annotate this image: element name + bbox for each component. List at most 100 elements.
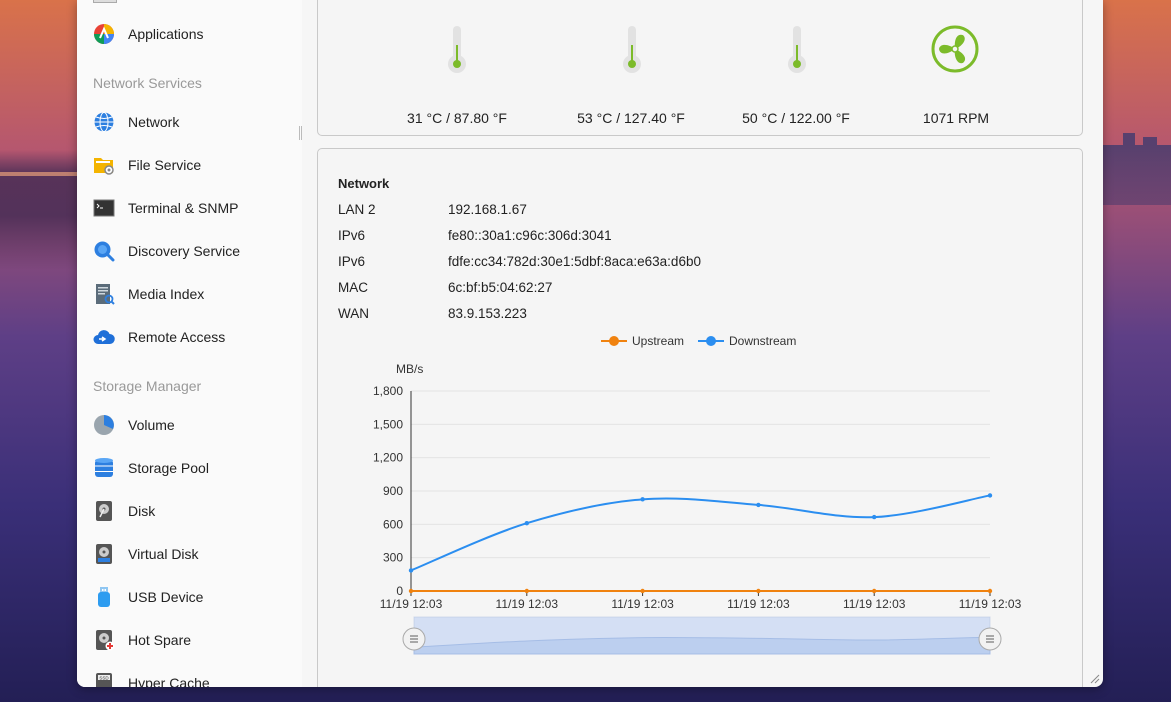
network-card: Network LAN 2 192.168.1.67 IPv6 fe80::30a1…: [317, 148, 1083, 687]
y-tick-label: 300: [383, 551, 403, 565]
chart-series: [408, 493, 993, 594]
network-row: IPv6 fdfe:cc34:782d:30e1:5dbf:8aca:e63a:d…: [338, 254, 701, 269]
network-key: LAN 2: [338, 202, 376, 217]
zoom-handle-right[interactable]: [978, 627, 1002, 651]
data-point-downstream: [872, 514, 877, 520]
fan-icon: [931, 25, 979, 73]
sidebar-item-label: Remote Access: [128, 329, 226, 345]
fan-speed-value: 1071 RPM: [922, 110, 990, 126]
sidebar-item-volume[interactable]: Volume: [93, 411, 175, 439]
sensor-value: 31 °C / 87.80 °F: [407, 110, 507, 126]
pie-icon: [93, 414, 115, 436]
sidebar-item-discovery-service[interactable]: Discovery Service: [93, 237, 240, 265]
network-title: Network: [338, 176, 390, 191]
sidebar: Applications Network Services Network Fi…: [77, 0, 302, 687]
sidebar-item-label: File Service: [128, 157, 202, 173]
sensor-value: 50 °C / 122.00 °F: [742, 110, 850, 126]
sidebar-item-disk[interactable]: Disk: [93, 497, 155, 525]
sidebar-item-network[interactable]: Network: [93, 108, 179, 136]
hot-spare-icon: [93, 629, 115, 651]
x-tick-label: 11/19 12:03: [496, 597, 559, 611]
y-tick-label: 1,800: [373, 384, 403, 398]
database-icon: [93, 457, 115, 479]
legend-label: Downstream: [729, 334, 797, 348]
sidebar-item-label: Disk: [128, 503, 156, 519]
data-point-downstream: [524, 521, 529, 526]
data-point-upstream: [872, 588, 877, 594]
x-tick-label: 11/19 12:03: [727, 597, 790, 611]
data-point-upstream: [987, 588, 993, 594]
hdd-icon: [93, 500, 115, 522]
chart-y-axis: 0 300 600 900 1,200 1,500 1,800: [373, 384, 412, 598]
sidebar-item-hot-spare[interactable]: Hot Spare: [93, 626, 191, 654]
sidebar-item-virtual-disk[interactable]: Virtual Disk: [93, 540, 199, 568]
thermometer-icon: [623, 25, 641, 73]
y-tick-label: 600: [383, 517, 403, 531]
cloud-icon: [93, 326, 115, 348]
sidebar-item-applications[interactable]: Applications: [93, 20, 204, 48]
legend-label: Upstream: [632, 334, 685, 348]
y-axis-label: MB/s: [396, 362, 423, 376]
data-point-upstream: [756, 588, 761, 594]
applications-icon: [93, 23, 115, 45]
sidebar-item-label: Terminal & SNMP: [128, 200, 239, 216]
network-row: IPv6 fe80::30a1:c96c:306d:3041: [338, 228, 612, 243]
svg-text:SSD: SSD: [99, 676, 109, 681]
legend-downstream[interactable]: Downstream: [698, 334, 796, 348]
sidebar-item-storage-pool[interactable]: Storage Pool: [93, 454, 209, 482]
data-point-upstream: [524, 588, 529, 594]
x-tick-label: 11/19 12:03: [380, 597, 443, 611]
sidebar-item-label: Network: [128, 114, 180, 130]
sidebar-item-terminal-snmp[interactable]: Terminal & SNMP: [93, 194, 238, 222]
network-value: fe80::30a1:c96c:306d:3041: [448, 228, 612, 243]
zoom-handle-left[interactable]: [402, 627, 426, 651]
thermometer-icon: [788, 25, 806, 73]
legend-upstream[interactable]: Upstream: [601, 334, 684, 348]
sidebar-splitter-handle[interactable]: [299, 126, 302, 140]
network-value: 192.168.1.67: [448, 202, 527, 217]
zoom-selection: [414, 617, 990, 654]
main-panel: 31 °C / 87.80 °F 53 °C / 127.40 °F 50 °C…: [302, 0, 1103, 687]
sidebar-item-file-service[interactable]: File Service: [93, 151, 201, 179]
app-window: Applications Network Services Network Fi…: [77, 0, 1103, 687]
magnifier-icon: [93, 240, 115, 262]
y-tick-label: 900: [383, 484, 403, 498]
sidebar-item-label: USB Device: [128, 589, 204, 605]
sidebar-item-usb-device[interactable]: USB Device: [93, 583, 203, 611]
terminal-icon: [93, 197, 115, 219]
sidebar-item-label: Volume: [128, 417, 175, 433]
data-point-upstream: [408, 588, 414, 594]
section-title-storage-manager: Storage Manager: [93, 378, 202, 394]
resize-grip-icon[interactable]: [1088, 672, 1100, 684]
network-value: 83.9.153.223: [448, 306, 527, 321]
network-value: fdfe:cc34:782d:30e1:5dbf:8aca:e63a:d6b0: [448, 254, 701, 269]
sidebar-item-remote-access[interactable]: Remote Access: [93, 323, 225, 351]
virtual-disk-icon: [93, 543, 115, 565]
wallpaper-skyline: [1103, 133, 1171, 205]
wallpaper-bridge: [0, 150, 77, 270]
hardware-status-card: 31 °C / 87.80 °F 53 °C / 127.40 °F 50 °C…: [317, 0, 1083, 136]
sidebar-item-label: Applications: [128, 26, 204, 42]
sidebar-item-label: Virtual Disk: [128, 546, 199, 562]
partial-icon: [93, 0, 117, 3]
legend-marker: [601, 336, 627, 346]
sidebar-item-label: Hot Spare: [128, 632, 192, 648]
network-key: MAC: [338, 280, 368, 295]
thermometer-icon: [448, 25, 466, 73]
sidebar-item-media-index[interactable]: Media Index: [93, 280, 204, 308]
ssd-icon: SSD: [93, 672, 115, 687]
x-tick-label: 11/19 12:03: [959, 597, 1022, 611]
sidebar-item-label: Storage Pool: [128, 460, 209, 476]
y-tick-label: 1,200: [373, 451, 403, 465]
section-title-network-services: Network Services: [93, 75, 202, 91]
series-line-downstream: [410, 494, 991, 572]
chart-x-axis: 11/19 12:03 11/19 12:03 11/19 12:03 11/19 1…: [380, 590, 1022, 611]
usb-icon: [93, 586, 115, 608]
sidebar-item-hyper-cache[interactable]: SSD Hyper Cache: [93, 669, 210, 687]
network-key: IPv6: [338, 254, 366, 269]
sidebar-item-label: Media Index: [128, 286, 205, 302]
data-point-upstream: [640, 588, 645, 594]
x-tick-label: 11/19 12:03: [843, 597, 906, 611]
sidebar-item-label: Discovery Service: [128, 243, 241, 259]
